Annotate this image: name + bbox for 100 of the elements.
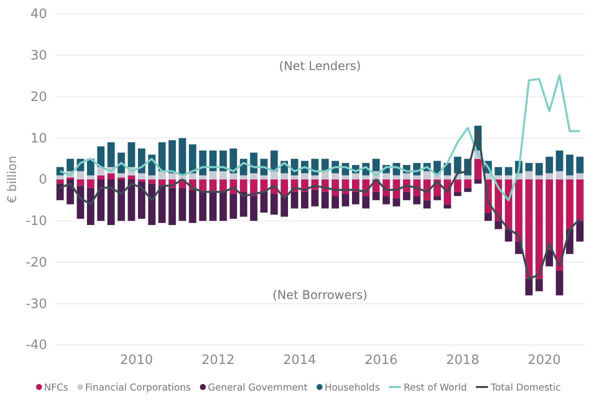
bar bbox=[352, 173, 360, 180]
bar bbox=[260, 192, 268, 213]
bar bbox=[280, 173, 288, 180]
bar bbox=[494, 175, 502, 180]
bar bbox=[199, 150, 206, 176]
bar bbox=[494, 220, 502, 230]
bar bbox=[260, 175, 268, 180]
bar bbox=[525, 180, 533, 279]
bar bbox=[128, 180, 136, 221]
bar bbox=[87, 180, 94, 188]
y-tick-label: 40 bbox=[30, 7, 47, 22]
bar bbox=[525, 278, 533, 296]
bar bbox=[199, 192, 206, 221]
y-tick-label: -30 bbox=[26, 296, 47, 312]
bar bbox=[454, 180, 462, 192]
bar bbox=[250, 173, 258, 180]
bar bbox=[158, 171, 166, 180]
legend-label: General Government bbox=[208, 382, 308, 394]
bar bbox=[382, 173, 390, 180]
bar bbox=[56, 184, 64, 200]
bar bbox=[535, 175, 543, 180]
bar bbox=[423, 200, 431, 208]
bar bbox=[454, 156, 462, 174]
bar bbox=[97, 146, 105, 168]
bar bbox=[332, 196, 339, 208]
bar bbox=[128, 142, 136, 168]
bar bbox=[494, 167, 502, 176]
bar bbox=[464, 180, 472, 188]
bar bbox=[474, 158, 482, 180]
bar bbox=[444, 204, 452, 208]
y-tick-label: 10 bbox=[30, 131, 47, 146]
bar bbox=[301, 173, 308, 180]
bar bbox=[484, 212, 492, 221]
bar bbox=[168, 140, 176, 174]
bar bbox=[321, 171, 329, 180]
bar bbox=[148, 175, 156, 180]
bar bbox=[362, 175, 370, 180]
bar bbox=[250, 196, 258, 221]
x-tick-label: 2010 bbox=[120, 353, 154, 368]
bar bbox=[188, 190, 196, 223]
legend-label: NFCs bbox=[44, 382, 68, 394]
bar bbox=[311, 175, 319, 180]
y-tick-label: 30 bbox=[30, 48, 47, 64]
x-tick-label: 2012 bbox=[202, 353, 235, 368]
bar bbox=[148, 184, 156, 226]
x-tick-label: 2016 bbox=[364, 353, 398, 368]
annotation: (Net Lenders) bbox=[279, 59, 361, 73]
bar bbox=[301, 192, 308, 208]
y-tick-label: -10 bbox=[26, 214, 47, 230]
bar bbox=[97, 175, 105, 180]
bar bbox=[138, 173, 146, 180]
bar bbox=[87, 175, 94, 180]
bar bbox=[158, 186, 166, 223]
bar bbox=[444, 175, 452, 180]
bar bbox=[128, 175, 136, 180]
x-tick-label: 2014 bbox=[283, 353, 316, 368]
bar bbox=[372, 192, 380, 200]
bar bbox=[290, 175, 298, 180]
bar bbox=[56, 175, 64, 180]
bar bbox=[392, 198, 400, 206]
bar bbox=[168, 188, 176, 226]
bar bbox=[546, 156, 553, 174]
bar bbox=[118, 173, 125, 178]
bar bbox=[576, 180, 584, 221]
bar bbox=[342, 175, 350, 180]
bar bbox=[546, 173, 553, 180]
bar bbox=[566, 180, 574, 230]
bar bbox=[56, 180, 64, 184]
bar bbox=[382, 196, 390, 204]
bar bbox=[525, 162, 533, 172]
bar bbox=[535, 162, 543, 176]
bar bbox=[209, 171, 217, 180]
bar bbox=[76, 171, 84, 180]
bar bbox=[270, 150, 278, 172]
legend-label: Rest of World bbox=[404, 382, 467, 394]
bar bbox=[209, 192, 217, 221]
bar bbox=[434, 196, 441, 200]
bar bbox=[474, 180, 482, 184]
bar bbox=[290, 192, 298, 208]
bar bbox=[280, 196, 288, 217]
bar bbox=[220, 192, 227, 221]
y-axis-title: € billion bbox=[5, 156, 19, 204]
bar bbox=[178, 138, 186, 176]
bar bbox=[454, 192, 462, 196]
bar bbox=[138, 148, 146, 174]
x-tick-label: 2020 bbox=[528, 353, 561, 368]
bar bbox=[107, 173, 115, 180]
annotation: (Net Borrowers) bbox=[272, 288, 368, 302]
bar bbox=[576, 156, 584, 174]
bar bbox=[413, 175, 420, 180]
bar bbox=[76, 180, 84, 186]
bar bbox=[270, 194, 278, 215]
bar bbox=[280, 180, 288, 196]
bar bbox=[66, 158, 74, 172]
bar bbox=[535, 180, 543, 279]
bar bbox=[240, 180, 248, 192]
bar bbox=[107, 142, 115, 168]
bar bbox=[402, 173, 410, 180]
bar bbox=[230, 148, 238, 174]
bar bbox=[240, 175, 248, 180]
